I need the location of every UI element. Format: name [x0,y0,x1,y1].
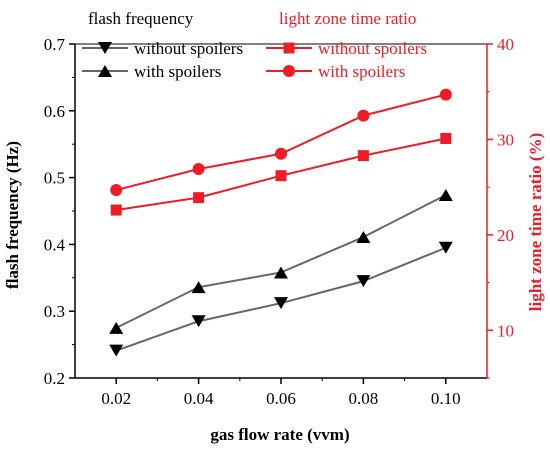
right-y-tick-label: 10 [497,321,514,340]
series-layer [109,88,453,357]
series-2 [110,132,452,216]
right-y-tick-label: 30 [497,130,514,149]
left-y-tick-label: 0.4 [44,235,66,254]
data-point [357,109,370,122]
data-point [275,147,287,160]
x-tick-label: 0.08 [349,389,379,408]
left-y-tick-label: 0.7 [44,35,66,54]
series-1 [109,188,453,334]
left-y-tick-label: 0.3 [44,302,65,321]
series-0 [109,241,453,357]
data-point [191,315,206,328]
data-point [110,204,122,216]
legend: flash frequency light zone time ratio with… [82,9,427,81]
right-y-tick-label: 40 [497,35,514,54]
data-point [275,170,287,182]
x-tick-label: 0.02 [101,389,131,408]
legend-right-title: light zone time ratio [279,9,416,28]
data-point [439,88,452,101]
data-point [110,184,123,197]
legend-label: without spoilers [318,39,427,58]
series-3 [110,88,452,197]
data-point [356,231,371,244]
data-point [438,188,453,201]
left-y-axis: 0.2 0.3 0.4 0.5 0.6 0.7 [44,35,75,388]
data-point [274,297,288,310]
data-point [192,163,205,176]
plot-frame [74,43,488,379]
data-point [193,192,205,204]
x-tick-label: 0.04 [184,389,214,408]
legend-label: without spoilers [134,39,243,58]
data-point [191,281,206,294]
x-tick-label: 0.06 [266,389,296,408]
data-point [440,132,452,144]
left-y-tick-label: 0.6 [44,102,65,121]
legend-label: with spoilers [134,62,221,81]
data-point [356,275,371,288]
left-y-tick-label: 0.5 [44,169,65,188]
right-y-axis-label: light zone time ratio (%) [526,133,545,311]
data-point [274,266,288,279]
data-point [357,150,369,162]
data-point [109,344,124,357]
x-axis: 0.02 0.04 0.06 0.08 0.10 [101,378,461,408]
legend-label: with spoilers [318,62,405,81]
legend-marker [98,42,112,54]
data-point [109,321,124,334]
legend-marker [283,42,295,54]
data-point [438,241,453,254]
right-y-axis: 10 20 30 40 [487,35,514,379]
left-y-axis-label: flash frequency (Hz) [3,141,22,289]
legend-marker [283,65,295,77]
legend-marker [98,65,112,77]
left-y-tick-label: 0.2 [44,369,65,388]
legend-left-title: flash frequency [88,9,194,28]
right-y-tick-label: 20 [497,226,514,245]
x-tick-label: 0.10 [431,389,461,408]
x-axis-label: gas flow rate (vvm) [210,425,349,444]
